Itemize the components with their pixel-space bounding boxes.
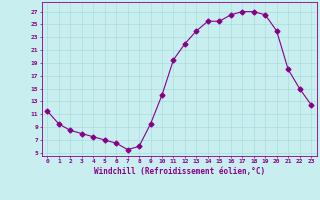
X-axis label: Windchill (Refroidissement éolien,°C): Windchill (Refroidissement éolien,°C) (94, 167, 265, 176)
